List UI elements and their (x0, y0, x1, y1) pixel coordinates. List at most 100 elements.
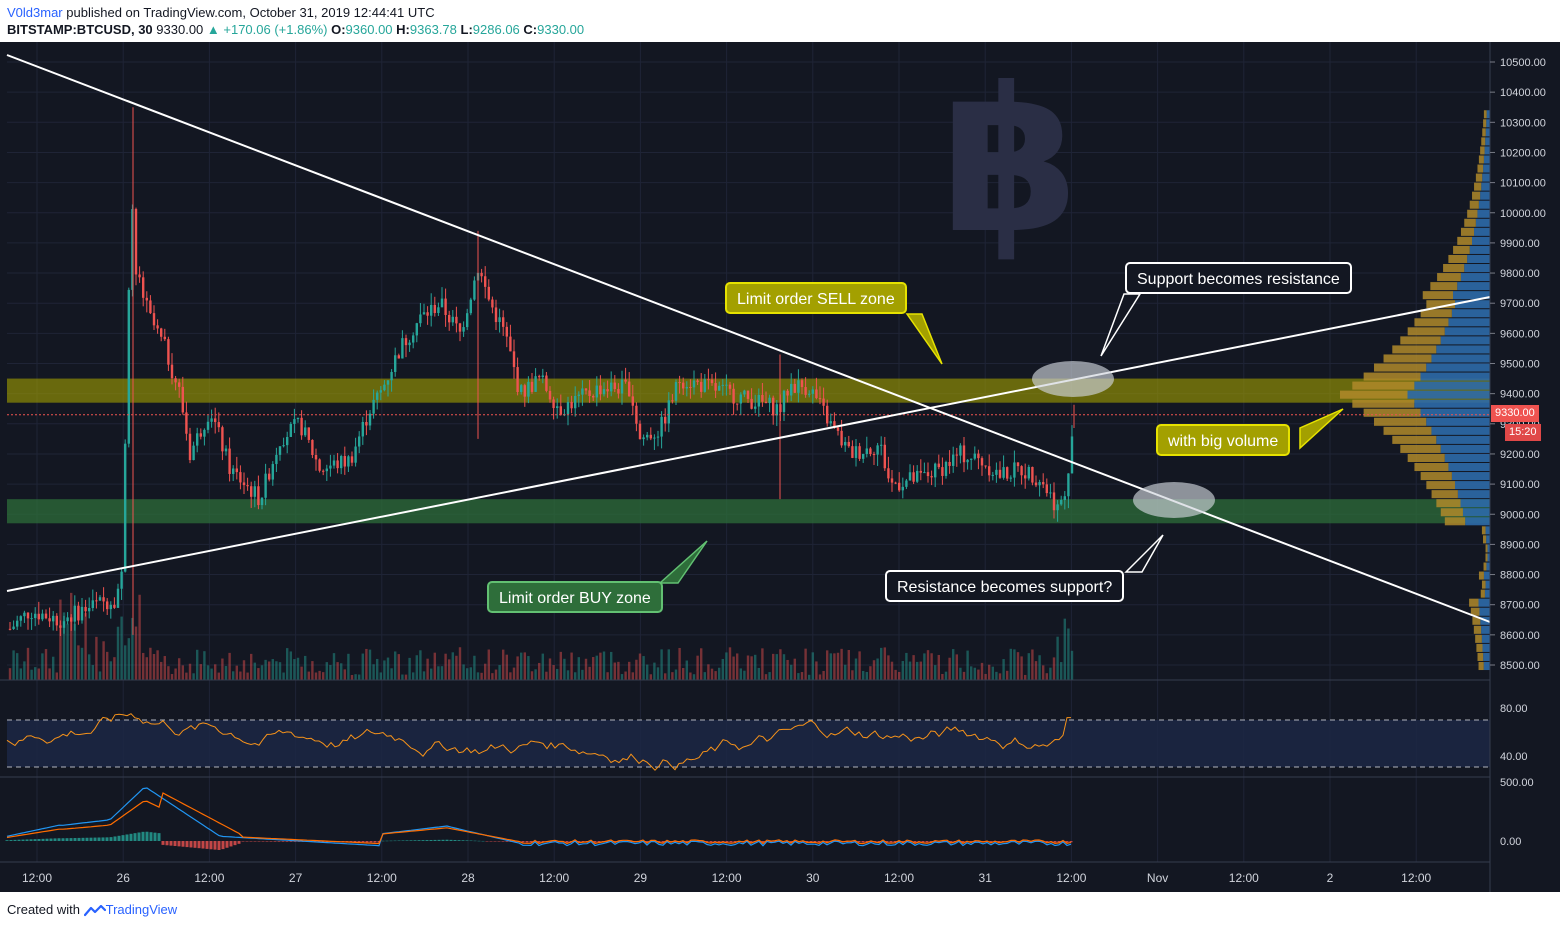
volume-bar (257, 668, 260, 680)
volume-bar (822, 670, 825, 680)
volume-bar (646, 664, 649, 680)
macd-axis[interactable]: 0.00 500.00 (1500, 777, 1534, 848)
macd-histogram-bar (473, 840, 477, 842)
rsi-axis[interactable]: 40.00 80.00 (1500, 703, 1528, 763)
volume-bar (62, 612, 66, 680)
volume-bar (1020, 656, 1023, 680)
resistance-support-callout[interactable]: Resistance becomes support? (885, 570, 1125, 602)
volume-profile-down (1340, 390, 1408, 399)
volume-bar (415, 655, 418, 680)
volume-profile-up (1431, 354, 1490, 363)
symbol-label[interactable]: BITSTAMP:BTCUSD, 30 (7, 22, 153, 37)
volume-bar (487, 649, 490, 680)
macd-histogram-bar (293, 841, 297, 842)
volume-bar (754, 654, 757, 680)
macd-histogram-bar (469, 840, 473, 842)
volume-profile-up (1471, 236, 1490, 245)
macd-histogram-bar (245, 841, 249, 842)
author-link[interactable]: V0ld3mar (7, 5, 63, 20)
volume-profile-down (1485, 553, 1488, 562)
macd-histogram-bar (153, 832, 157, 841)
volume-profile-down (1420, 472, 1452, 481)
volume-bar (318, 670, 321, 680)
volume-profile-down (1392, 435, 1437, 444)
big-volume-callout[interactable]: with big volume (1156, 424, 1291, 456)
macd-histogram-bar (269, 841, 273, 842)
candle-body (739, 394, 742, 404)
macd-histogram-bar (489, 841, 493, 842)
time-axis[interactable]: 12:00 26 12:00 27 12:00 28 12:00 29 12:00 30 12:00… (22, 871, 1432, 885)
candle-body (818, 398, 822, 400)
candle-body (574, 395, 577, 409)
candle-body (854, 446, 858, 458)
buy-zone-callout[interactable]: Limit order BUY zone (487, 581, 663, 613)
volume-bar (574, 672, 577, 680)
candle-body (840, 430, 843, 446)
falling-trendline[interactable] (6, 54, 1491, 623)
volume-profile-down (1480, 146, 1485, 155)
volume-profile-up (1457, 282, 1490, 291)
volume-profile-down (1444, 517, 1466, 526)
time-tick-label: Nov (1147, 871, 1168, 885)
chart-canvas[interactable]: ฿ 12:00 26 12:00 27 12:00 28 12:00 29 12:00 30 12:… (0, 42, 1560, 892)
volume-bar (764, 674, 768, 680)
volume-bar (149, 647, 152, 680)
macd-histogram-bar (365, 841, 369, 843)
macd-histogram-bar (165, 841, 169, 846)
macd-histogram-bar (89, 837, 93, 841)
volume-bar (858, 651, 861, 680)
volume-bar (671, 672, 674, 680)
candle-body (764, 401, 768, 404)
volume-profile-down (1482, 128, 1486, 137)
tradingview-logo-icon (83, 904, 106, 916)
volume-profile-down (1476, 643, 1483, 652)
volume-bar (869, 666, 872, 680)
volume-profile-down (1477, 652, 1484, 661)
time-tick-label: 12:00 (1229, 871, 1259, 885)
macd-histogram-bar (813, 841, 817, 843)
volume-bars (8, 592, 1074, 680)
candle-body (610, 382, 613, 392)
candle-body (595, 385, 598, 398)
volume-bar (728, 647, 732, 680)
volume-bar (386, 657, 390, 680)
price-tick-label: 9100.00 (1500, 479, 1540, 491)
volume-bar (340, 663, 343, 680)
volume-bar (106, 651, 109, 680)
candle-body (73, 605, 76, 622)
support-resistance-callout[interactable]: Support becomes resistance (1125, 262, 1352, 294)
volume-bar (44, 649, 48, 680)
candle-body (988, 466, 991, 476)
sell-zone-callout[interactable]: Limit order SELL zone (725, 282, 907, 314)
macd-histogram-bar (537, 841, 541, 843)
macd-histogram-bar (1057, 841, 1061, 843)
candle-body (91, 600, 94, 608)
candle-body (952, 454, 955, 466)
tradingview-link[interactable]: TradingView (105, 902, 178, 917)
volume-bar (959, 667, 962, 680)
volume-bar (757, 667, 760, 680)
volume-bar (138, 594, 141, 680)
volume-bar (800, 672, 804, 680)
volume-bar (88, 654, 91, 680)
candle-body (12, 626, 15, 629)
volume-bar (12, 650, 15, 680)
volume-bar (336, 662, 339, 680)
candle-body (408, 342, 411, 346)
macd-histogram-bar (1065, 841, 1069, 843)
candle-body (149, 300, 152, 314)
volume-bar (113, 657, 116, 680)
volume-profile-up (1426, 363, 1490, 372)
macd-histogram-bar (401, 840, 405, 841)
rising-trendline[interactable] (6, 296, 1491, 592)
candle-body (660, 416, 663, 437)
volume-bar (1027, 653, 1030, 680)
volume-bar (494, 669, 498, 680)
volume-bar (134, 626, 138, 680)
candle-body (1045, 484, 1048, 494)
volume-bar (188, 663, 192, 680)
volume-profile-down (1430, 282, 1458, 291)
volume-bar (736, 653, 739, 680)
volume-profile-down (1363, 372, 1421, 381)
volume-bar (394, 651, 397, 680)
